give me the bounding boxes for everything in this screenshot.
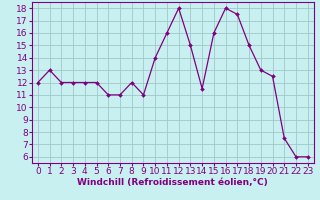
- X-axis label: Windchill (Refroidissement éolien,°C): Windchill (Refroidissement éolien,°C): [77, 178, 268, 187]
